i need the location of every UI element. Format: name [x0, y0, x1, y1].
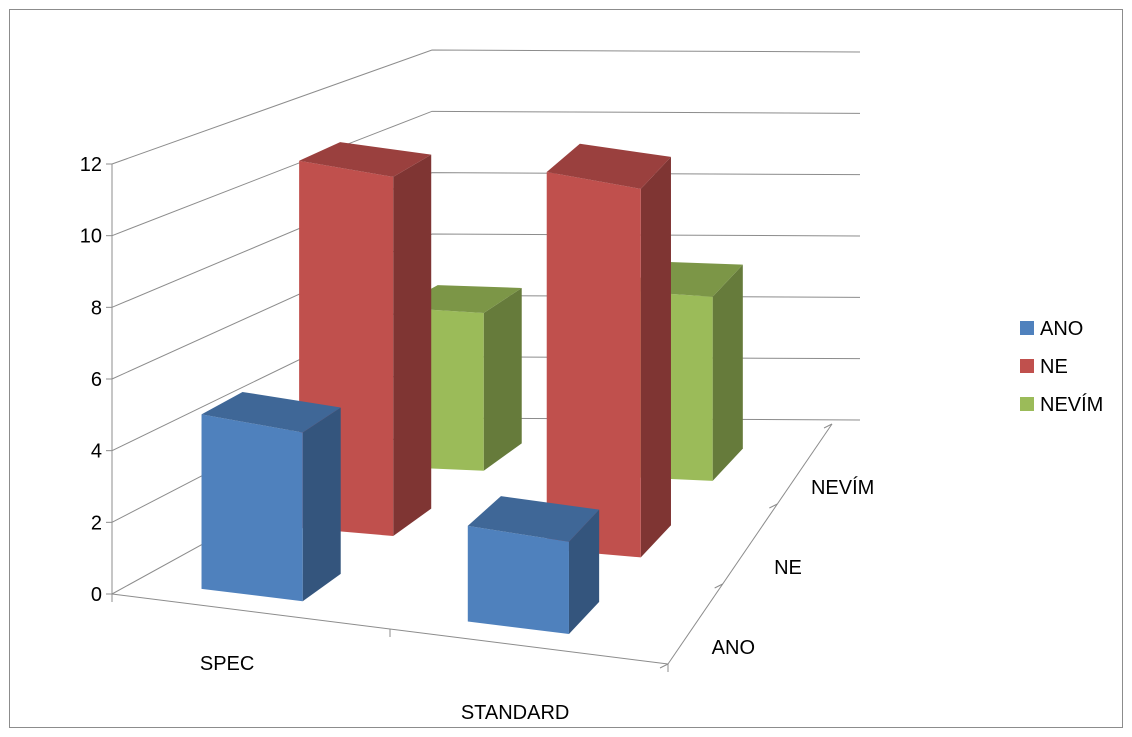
legend-label: NE	[1040, 356, 1068, 378]
bar-side	[568, 509, 600, 634]
depth-tick-mark	[769, 503, 778, 509]
bar-top	[201, 391, 341, 433]
legend-label: ANO	[1040, 318, 1083, 340]
bars	[201, 142, 743, 634]
legend-swatch	[1020, 359, 1034, 373]
bar-top	[299, 142, 432, 177]
bar-side	[712, 264, 743, 481]
depth-tick-label: NE	[774, 557, 802, 579]
legend-label: NEVÍM	[1040, 393, 1103, 416]
bar-ne-standard	[546, 143, 671, 558]
y-tick-label: 6	[91, 369, 102, 391]
y-tick-labels: 0 2 4 6 8 10 12	[80, 154, 102, 606]
y-tick-label: 8	[91, 297, 102, 319]
bar-ano-spec	[201, 391, 341, 602]
x-tick-label: STANDARD	[461, 702, 570, 724]
bar-front	[201, 414, 303, 602]
gridline	[111, 172, 861, 308]
bar-ano-standard	[467, 496, 600, 634]
bar-side	[483, 287, 522, 471]
bar-side	[393, 154, 432, 537]
y-tick-label: 12	[80, 154, 102, 176]
bar-front	[467, 525, 569, 634]
depth-axis	[667, 423, 833, 665]
y-tick-label: 2	[91, 512, 102, 534]
legend-item-ano: ANO	[1020, 318, 1083, 340]
legend-swatch	[1020, 321, 1034, 335]
gridline	[111, 49, 861, 165]
depth-tick-mark	[823, 423, 833, 429]
depth-tick-labels: ANO NE NEVÍM	[712, 476, 875, 659]
depth-tick-mark	[659, 663, 669, 669]
y-tick-label: 4	[91, 441, 102, 463]
x-tick-label: SPEC	[200, 653, 254, 675]
bar-top	[467, 496, 600, 542]
legend: ANO NE NEVÍM	[1020, 318, 1103, 416]
depth-tick-label: NEVÍM	[811, 476, 874, 499]
y-tick-label: 0	[91, 584, 102, 606]
x-tick-labels: SPEC STANDARD	[200, 653, 569, 724]
legend-item-nevím: NEVÍM	[1020, 393, 1103, 416]
y-tick-label: 10	[80, 226, 102, 248]
depth-tick-mark	[714, 583, 723, 589]
bar-side	[302, 407, 341, 602]
depth-tick-label: ANO	[712, 637, 755, 659]
gridline	[111, 233, 861, 380]
axes	[106, 163, 833, 672]
legend-item-ne: NE	[1020, 356, 1068, 378]
bar-top	[546, 143, 671, 189]
bar-front	[546, 171, 641, 558]
legend-swatch	[1020, 397, 1034, 411]
bar-side	[640, 156, 671, 558]
gridline	[111, 110, 861, 237]
